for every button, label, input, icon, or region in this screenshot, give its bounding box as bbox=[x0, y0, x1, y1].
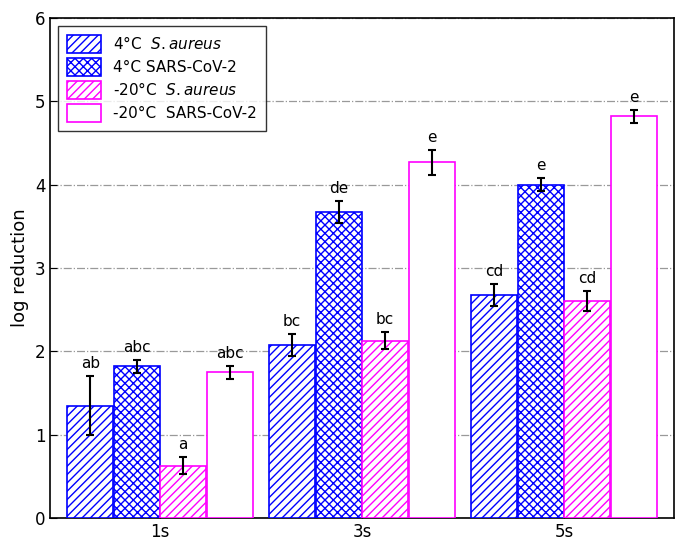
Text: cd: cd bbox=[578, 272, 596, 286]
Bar bbox=[611, 116, 657, 518]
Text: e: e bbox=[536, 158, 545, 173]
Bar bbox=[409, 162, 455, 518]
Text: a: a bbox=[179, 437, 188, 452]
Text: abc: abc bbox=[123, 339, 151, 355]
Text: e: e bbox=[629, 90, 638, 105]
Legend: 4°C  $\it{S.aureus}$, 4°C SARS-CoV-2, -20°C  $\it{S.aureus}$, -20°C  SARS-CoV-2: 4°C $\it{S.aureus}$, 4°C SARS-CoV-2, -20… bbox=[58, 26, 266, 131]
Bar bbox=[269, 344, 315, 518]
Bar bbox=[160, 465, 206, 518]
Text: bc: bc bbox=[376, 312, 395, 327]
Bar bbox=[362, 341, 408, 518]
Text: abc: abc bbox=[216, 346, 244, 360]
Bar bbox=[518, 185, 564, 518]
Text: ab: ab bbox=[81, 357, 100, 371]
Bar bbox=[207, 372, 253, 518]
Bar bbox=[316, 213, 362, 518]
Bar bbox=[471, 295, 517, 518]
Y-axis label: log reduction: log reduction bbox=[11, 209, 29, 327]
Bar bbox=[114, 367, 160, 518]
Bar bbox=[67, 406, 113, 518]
Text: de: de bbox=[329, 182, 349, 197]
Text: bc: bc bbox=[283, 314, 301, 329]
Text: cd: cd bbox=[485, 264, 503, 279]
Text: e: e bbox=[427, 130, 436, 145]
Bar bbox=[564, 301, 610, 518]
